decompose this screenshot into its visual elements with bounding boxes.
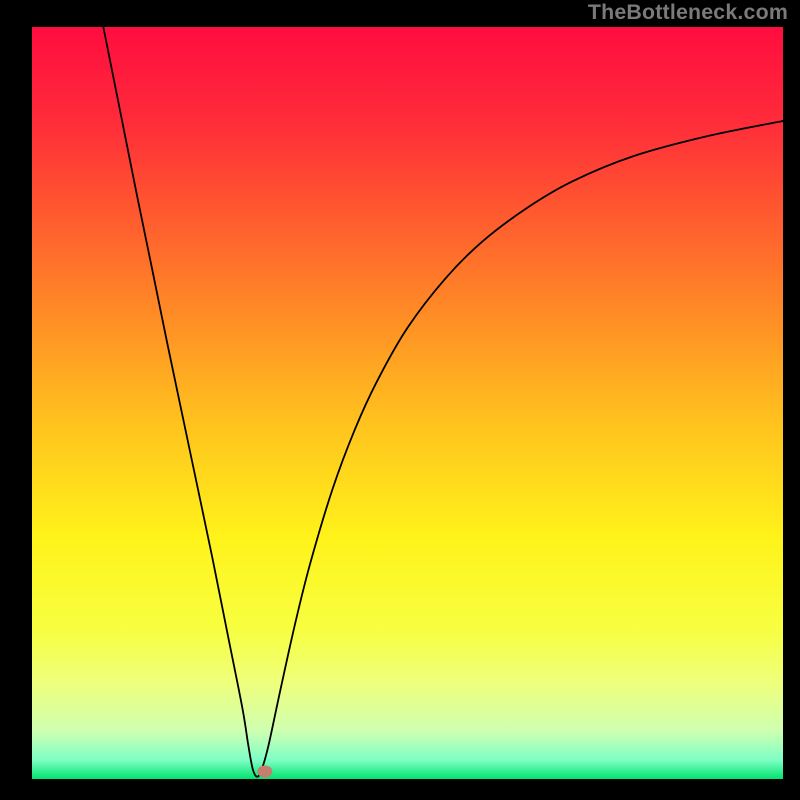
- plot-background: [32, 27, 783, 779]
- watermark-text: TheBottleneck.com: [588, 0, 788, 25]
- marker-dot: [257, 765, 272, 777]
- bottleneck-chart: [0, 0, 800, 800]
- chart-frame: TheBottleneck.com: [0, 0, 800, 800]
